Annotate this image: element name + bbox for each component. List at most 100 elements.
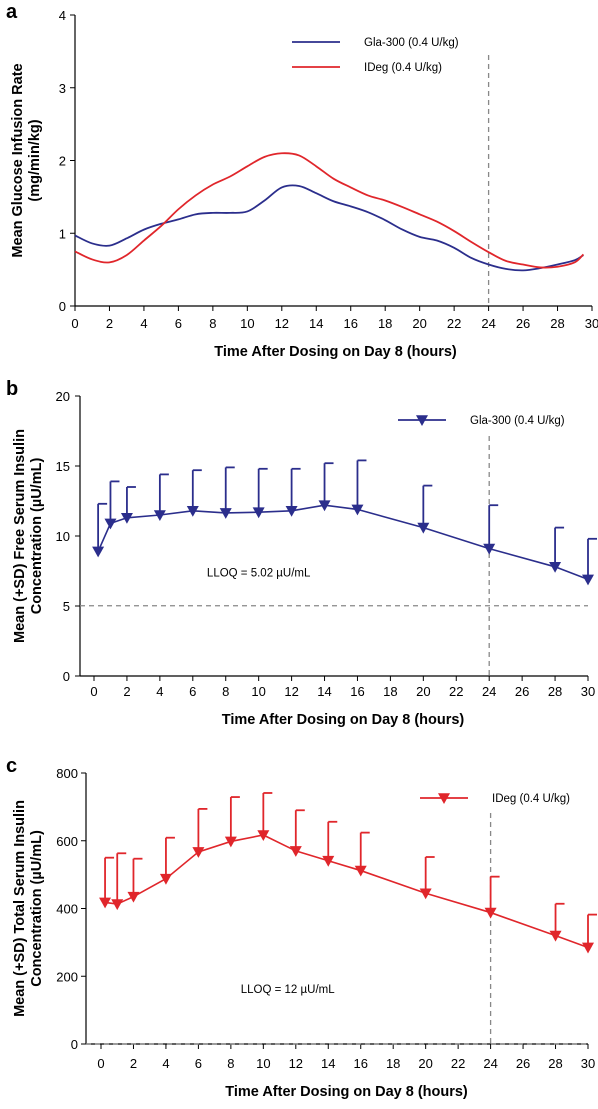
data-point-marker <box>159 873 172 885</box>
x-axis-title: Time After Dosing on Day 8 (hours) <box>222 712 465 728</box>
data-point-marker <box>186 506 199 517</box>
series-line <box>104 834 589 949</box>
x-tick-label: 2 <box>106 316 113 331</box>
x-tick-label: 22 <box>447 316 461 331</box>
legend-label: IDeg (0.4 U/kg) <box>492 793 570 805</box>
x-tick-label: 16 <box>343 316 357 331</box>
data-point-marker <box>111 899 124 911</box>
data-point-marker <box>252 507 265 519</box>
data-point-marker <box>419 888 432 900</box>
legend-label: IDeg (0.4 U/kg) <box>364 62 442 74</box>
x-tick-label: 0 <box>97 1056 104 1071</box>
data-point-marker <box>322 855 335 867</box>
x-tick-label: 6 <box>195 1056 202 1071</box>
x-tick-label: 2 <box>130 1056 137 1071</box>
data-point-marker <box>224 836 237 848</box>
x-tick-label: 26 <box>516 1056 530 1071</box>
x-tick-label: 22 <box>451 1056 465 1071</box>
x-tick-label: 30 <box>581 1056 595 1071</box>
panel-label: c <box>6 755 17 777</box>
y-axis-title-line: Concentration (µU/mL) <box>29 830 45 987</box>
x-tick-label: 22 <box>449 684 463 699</box>
series-line <box>74 184 584 272</box>
data-point-marker <box>153 510 166 521</box>
data-point-marker <box>484 907 497 919</box>
x-axis-title: Time After Dosing on Day 8 (hours) <box>214 344 457 360</box>
panel-label: b <box>6 378 18 400</box>
data-point-marker <box>192 847 205 858</box>
x-axis-title: Time After Dosing on Day 8 (hours) <box>225 1084 468 1100</box>
y-tick-label: 1 <box>59 226 66 241</box>
y-axis-title-line: (mg/min/kg) <box>27 119 43 201</box>
x-tick-label: 6 <box>175 316 182 331</box>
legend-label: Gla-300 (0.4 U/kg) <box>364 37 459 49</box>
panel-label: a <box>6 1 18 23</box>
data-point-marker <box>120 513 133 524</box>
series-line <box>97 504 589 581</box>
data-point-marker <box>483 543 496 555</box>
series-line <box>74 152 585 269</box>
y-axis-title-line: Mean (+SD) Free Serum Insulin <box>12 429 28 643</box>
y-tick-label: 800 <box>56 766 78 781</box>
x-tick-label: 8 <box>222 684 229 699</box>
x-tick-label: 24 <box>481 316 495 331</box>
data-point-marker <box>582 574 594 586</box>
x-tick-label: 10 <box>240 316 254 331</box>
x-tick-label: 28 <box>550 316 564 331</box>
x-tick-label: 4 <box>156 684 163 699</box>
x-tick-label: 10 <box>256 1056 270 1071</box>
data-point-marker <box>257 830 270 841</box>
x-tick-label: 12 <box>275 316 289 331</box>
x-tick-label: 8 <box>209 316 216 331</box>
x-tick-label: 28 <box>548 684 562 699</box>
data-point-marker <box>354 865 367 877</box>
x-tick-label: 20 <box>416 684 430 699</box>
y-tick-label: 0 <box>63 669 70 684</box>
x-tick-label: 6 <box>189 684 196 699</box>
legend-marker <box>416 415 428 426</box>
x-tick-label: 14 <box>309 316 323 331</box>
data-point-marker <box>92 546 105 558</box>
y-axis-title-line: Concentration (µU/mL) <box>29 458 45 615</box>
y-tick-label: 3 <box>59 81 66 96</box>
x-tick-label: 0 <box>90 684 97 699</box>
data-point-marker <box>289 846 302 857</box>
y-axis-title: Mean (+SD) Total Serum InsulinConcentrat… <box>12 800 45 1017</box>
y-axis-title: Mean Glucose Infusion Rate(mg/min/kg) <box>10 63 43 257</box>
x-tick-label: 10 <box>251 684 265 699</box>
legend-marker <box>438 793 450 804</box>
x-tick-label: 20 <box>412 316 426 331</box>
y-tick-label: 400 <box>56 902 78 917</box>
y-tick-label: 0 <box>71 1037 78 1052</box>
x-tick-label: 12 <box>284 684 298 699</box>
y-tick-label: 4 <box>59 8 66 23</box>
x-tick-label: 4 <box>162 1056 169 1071</box>
data-point-marker <box>549 562 562 573</box>
x-tick-label: 18 <box>386 1056 400 1071</box>
x-tick-label: 18 <box>383 684 397 699</box>
x-tick-label: 14 <box>321 1056 335 1071</box>
x-tick-label: 2 <box>123 684 130 699</box>
y-tick-label: 5 <box>63 599 70 614</box>
data-point-marker <box>285 506 298 517</box>
x-tick-label: 30 <box>581 684 595 699</box>
x-tick-label: 24 <box>483 1056 497 1071</box>
y-tick-label: 600 <box>56 834 78 849</box>
data-point-marker <box>99 897 112 909</box>
data-point-marker <box>549 930 562 942</box>
data-point-marker <box>417 522 430 534</box>
x-tick-label: 28 <box>548 1056 562 1071</box>
data-point-marker <box>318 500 331 512</box>
x-tick-label: 8 <box>227 1056 234 1071</box>
y-axis-title: Mean (+SD) Free Serum InsulinConcentrati… <box>12 429 45 643</box>
x-tick-label: 16 <box>350 684 364 699</box>
y-tick-label: 20 <box>56 389 70 404</box>
x-tick-label: 24 <box>482 684 496 699</box>
x-tick-label: 30 <box>585 316 598 331</box>
y-tick-label: 10 <box>56 529 70 544</box>
legend-label: Gla-300 (0.4 U/kg) <box>470 415 565 427</box>
x-tick-label: 20 <box>418 1056 432 1071</box>
